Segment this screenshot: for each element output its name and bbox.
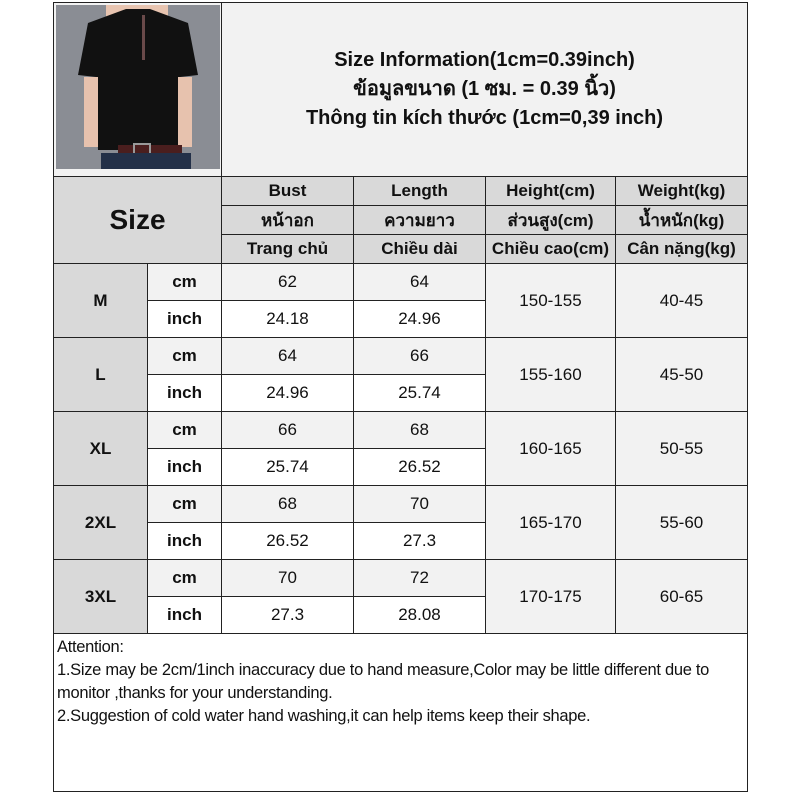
table-row-cm: L cm 64 66 155-160 45-50 [53,337,749,412]
table-row-cm: 3XL cm 70 72 170-175 60-65 [53,559,749,634]
attention-notes: Attention: 1.Size may be 2cm/1inch inacc… [52,633,749,792]
polo-shirt-image [56,5,220,169]
length-inch: 28.08 [353,596,486,634]
col-height-th: ส่วนสูง(cm) [485,205,616,235]
unit-inch: inch [147,596,222,634]
size-label: M [53,263,148,338]
length-inch: 26.52 [353,448,486,486]
col-length-th: ความยาว [353,205,486,235]
table-row-inch: inch 24.18 24.96 [54,300,748,338]
bust-cm: 62 [221,263,354,301]
col-bust-vi: Trang chủ [221,234,354,264]
table-row-inch: inch 24.96 25.74 [54,374,748,412]
unit-cm: cm [147,485,222,523]
length-inch: 25.74 [353,374,486,412]
col-weight-vi: Cân nặng(kg) [614,234,749,264]
bust-inch: 24.96 [221,374,354,412]
col-bust-th: หน้าอก [221,205,354,235]
size-label: 2XL [53,485,148,560]
unit-inch: inch [147,300,222,338]
unit-cm: cm [147,411,222,449]
attention-heading: Attention: [57,638,124,656]
height-range: 165-170 [485,485,616,560]
size-label: L [53,337,148,412]
height-range: 155-160 [485,337,616,412]
col-weight-en: Weight(kg) [614,176,749,206]
length-cm: 66 [353,337,486,375]
height-range: 170-175 [485,559,616,634]
unit-inch: inch [147,522,222,560]
size-information-title: Size Information(1cm=0.39inch) ข้อมูลขนา… [220,2,749,177]
weight-range: 45-50 [614,337,749,412]
bust-cm: 70 [221,559,354,597]
height-range: 150-155 [485,263,616,338]
weight-range: 50-55 [614,411,749,486]
weight-range: 60-65 [614,559,749,634]
col-length-en: Length [353,176,486,206]
attention-note-1: 1.Size may be 2cm/1inch inaccuracy due t… [57,661,710,702]
product-photo [53,2,222,177]
height-range: 160-165 [485,411,616,486]
title-en: Size Information(1cm=0.39inch) [334,49,635,71]
unit-inch: inch [147,448,222,486]
col-length-vi: Chiều dài [353,234,486,264]
col-bust-en: Bust [221,176,354,206]
unit-cm: cm [147,337,222,375]
weight-range: 40-45 [614,263,749,338]
title-vi: Thông tin kích thước (1cm=0,39 inch) [305,107,664,129]
length-inch: 24.96 [353,300,486,338]
bust-cm: 68 [221,485,354,523]
bust-cm: 64 [221,337,354,375]
length-cm: 68 [353,411,486,449]
length-cm: 64 [353,263,486,301]
table-row-cm: 2XL cm 68 70 165-170 55-60 [53,485,749,560]
bust-inch: 25.74 [221,448,354,486]
weight-range: 55-60 [614,485,749,560]
length-cm: 70 [353,485,486,523]
bust-inch: 26.52 [221,522,354,560]
length-inch: 27.3 [353,522,486,560]
table-row-inch: inch 25.74 26.52 [54,448,748,486]
size-label: 3XL [53,559,148,634]
attention-note-2: 2.Suggestion of cold water hand washing,… [57,707,591,725]
bust-inch: 27.3 [221,596,354,634]
col-height-vi: Chiều cao(cm) [485,234,616,264]
table-row-inch: inch 27.3 28.08 [54,596,748,634]
col-weight-th: น้ำหนัก(kg) [614,205,749,235]
col-height-en: Height(cm) [485,176,616,206]
bust-cm: 66 [221,411,354,449]
table-row-cm: XL cm 66 68 160-165 50-55 [53,411,749,486]
table-row-cm: M cm 62 64 150-155 40-45 [53,263,749,338]
size-chart-table: Size Information(1cm=0.39inch) ข้อมูลขนา… [52,2,749,792]
size-label: XL [53,411,148,486]
table-row-inch: inch 26.52 27.3 [54,522,748,560]
unit-cm: cm [147,263,222,301]
size-header: Size [53,176,222,264]
unit-cm: cm [147,559,222,597]
unit-inch: inch [147,374,222,412]
title-th: ข้อมูลขนาด (1 ซม. = 0.39 นิ้ว) [353,78,616,100]
length-cm: 72 [353,559,486,597]
bust-inch: 24.18 [221,300,354,338]
